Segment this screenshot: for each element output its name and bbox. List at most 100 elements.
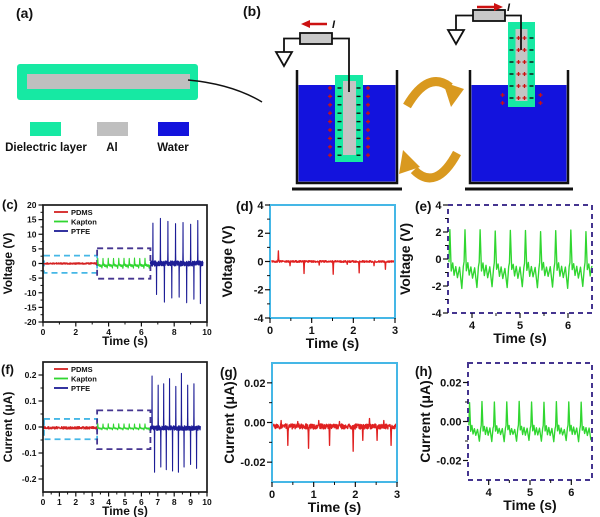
series-kapton bbox=[96, 423, 151, 431]
x-tick-label: 4 bbox=[106, 497, 111, 507]
legend-label-dielectric: Dielectric layer bbox=[5, 142, 87, 154]
y-tick-label: 4 bbox=[435, 200, 442, 212]
x-tick-label: 6 bbox=[565, 320, 571, 332]
panel-b-label: (b) bbox=[243, 3, 261, 19]
panel-h-label: (h) bbox=[415, 364, 432, 379]
y-tick-label: -2 bbox=[432, 281, 442, 293]
beaker-left bbox=[295, 70, 399, 185]
y-tick-label: -0.2 bbox=[22, 474, 37, 484]
y-tick-label: 2 bbox=[257, 228, 263, 240]
ground-symbol-left bbox=[274, 51, 294, 68]
chart-f: 0 1 2 3 4 5 6 7 8 9 10 0.2 0.1 0.0 -0.1 -0.2 Time (s) Cur… bbox=[1, 361, 212, 517]
x-tick-label: 9 bbox=[188, 497, 193, 507]
y-tick-label: 0.0 bbox=[25, 422, 37, 432]
x-tick-label: 2 bbox=[352, 489, 358, 501]
x-tick-label: 5 bbox=[123, 497, 128, 507]
y-tick-label: 0.00 bbox=[440, 416, 461, 428]
wire-left-left bbox=[283, 37, 300, 52]
x-tick-label: 1 bbox=[311, 489, 317, 501]
y-tick-label: 0.00 bbox=[244, 417, 265, 429]
y-tick-label: 0.2 bbox=[25, 370, 37, 380]
legend-label-pdms: PDMS bbox=[71, 208, 93, 217]
x-tick-label: 6 bbox=[568, 487, 574, 499]
x-tick-label: 6 bbox=[139, 497, 144, 507]
al-electrode-shape bbox=[27, 74, 190, 89]
charge-marks bbox=[328, 36, 543, 158]
y-tick-label: -10 bbox=[24, 288, 37, 298]
series-pdms bbox=[43, 262, 98, 265]
wire-left-right bbox=[332, 37, 350, 92]
chart-h: 4 5 6 0.02 0.00 -0.02 Time (s) Current (μA)(h) bbox=[415, 362, 593, 513]
y-tick-label: -15 bbox=[24, 302, 37, 312]
x-tick-label: 2 bbox=[73, 327, 78, 337]
x-axis-label: Time (s) bbox=[503, 497, 556, 513]
y-axis-label: Current (μA) bbox=[1, 392, 15, 463]
x-tick-label: 0 bbox=[267, 325, 273, 337]
y-tick-label: -0.02 bbox=[436, 455, 461, 467]
legend-label-water: Water bbox=[157, 142, 189, 154]
current-arrowhead-right bbox=[494, 3, 503, 11]
x-tick-label: 0 bbox=[41, 497, 46, 507]
y-tick-label: -0.02 bbox=[240, 457, 265, 469]
panel-e-label: (e) bbox=[415, 199, 432, 214]
wire-right-right bbox=[505, 14, 522, 50]
x-axis-label: Time (s) bbox=[102, 334, 148, 348]
series-ptfe bbox=[149, 217, 204, 305]
y-tick-label: 20 bbox=[27, 200, 37, 210]
x-tick-label: 1 bbox=[57, 497, 62, 507]
x-tick-label: 4 bbox=[486, 487, 493, 499]
electrode-core-left bbox=[343, 81, 356, 155]
x-axis-label: Time (s) bbox=[308, 499, 361, 515]
series-kapton bbox=[96, 257, 151, 269]
y-tick-label: 15 bbox=[27, 215, 37, 225]
y-tick-label: 4 bbox=[257, 200, 264, 212]
x-tick-label: 3 bbox=[392, 325, 398, 337]
chart-d: 0 1 2 3 4 2 0 -2 -4 Time (s) Voltage (V)(d) bbox=[219, 199, 398, 351]
chart-g: 0 1 2 3 0.02 0.00 -0.02 Time (s) Current (μA)(g) bbox=[220, 362, 400, 515]
resistor-left bbox=[299, 32, 333, 45]
electrode-core-right bbox=[515, 29, 528, 101]
panel-d-label: (d) bbox=[236, 199, 253, 214]
chart-e: 4 5 6 4 2 0 -2 -4 Time (s) Voltage (V)(e) bbox=[397, 199, 593, 346]
y-tick-label: -20 bbox=[24, 317, 37, 327]
panel-c-label: (c) bbox=[2, 197, 18, 212]
beaker-right bbox=[468, 70, 570, 185]
x-tick-label: 10 bbox=[202, 327, 212, 337]
cycle-arrowhead-top bbox=[443, 82, 464, 107]
series-pdms bbox=[272, 417, 397, 452]
legend-swatch-dielectric bbox=[30, 122, 61, 136]
y-tick-label: -0.1 bbox=[22, 448, 37, 458]
cycle-arrow-bottom bbox=[410, 150, 461, 183]
series-kapton bbox=[468, 400, 592, 443]
y-tick-label: 10 bbox=[27, 229, 37, 239]
panel-a-label: (a) bbox=[16, 5, 33, 21]
annotation-box-1 bbox=[96, 409, 152, 450]
x-tick-label: 8 bbox=[172, 327, 177, 337]
cycle-arrowhead-bottom bbox=[399, 150, 420, 174]
y-tick-label: 0 bbox=[32, 259, 37, 269]
series-pdms bbox=[271, 250, 395, 275]
current-label-right: I bbox=[507, 2, 511, 14]
legend-label-ptfe: PTFE bbox=[71, 227, 90, 236]
x-tick-label: 5 bbox=[527, 487, 533, 499]
current-arrowhead-left bbox=[301, 20, 310, 28]
legend-swatch-water bbox=[158, 122, 189, 136]
x-tick-label: 4 bbox=[106, 327, 111, 337]
x-tick-label: 2 bbox=[73, 497, 78, 507]
y-tick-label: 0.02 bbox=[440, 377, 461, 389]
ground-symbol-right bbox=[446, 29, 466, 46]
legend-swatch-al bbox=[97, 122, 128, 136]
series-kapton bbox=[448, 228, 593, 290]
x-tick-label: 0 bbox=[41, 327, 46, 337]
y-tick-label: -4 bbox=[432, 308, 443, 320]
panel-f-label: (f) bbox=[1, 362, 14, 377]
series-ptfe bbox=[149, 372, 201, 473]
x-tick-label: 5 bbox=[517, 320, 523, 332]
y-tick-label: 2 bbox=[435, 227, 441, 239]
y-tick-label: 0.1 bbox=[25, 396, 37, 406]
chart-c: 0 2 4 6 8 10 20 15 10 5 0 -5 -10 -15 -20 Time (s) Voltag… bbox=[1, 197, 212, 348]
legend-label-al: Al bbox=[106, 142, 118, 154]
wire-right-left bbox=[455, 14, 473, 30]
y-tick-label: 5 bbox=[32, 244, 37, 254]
